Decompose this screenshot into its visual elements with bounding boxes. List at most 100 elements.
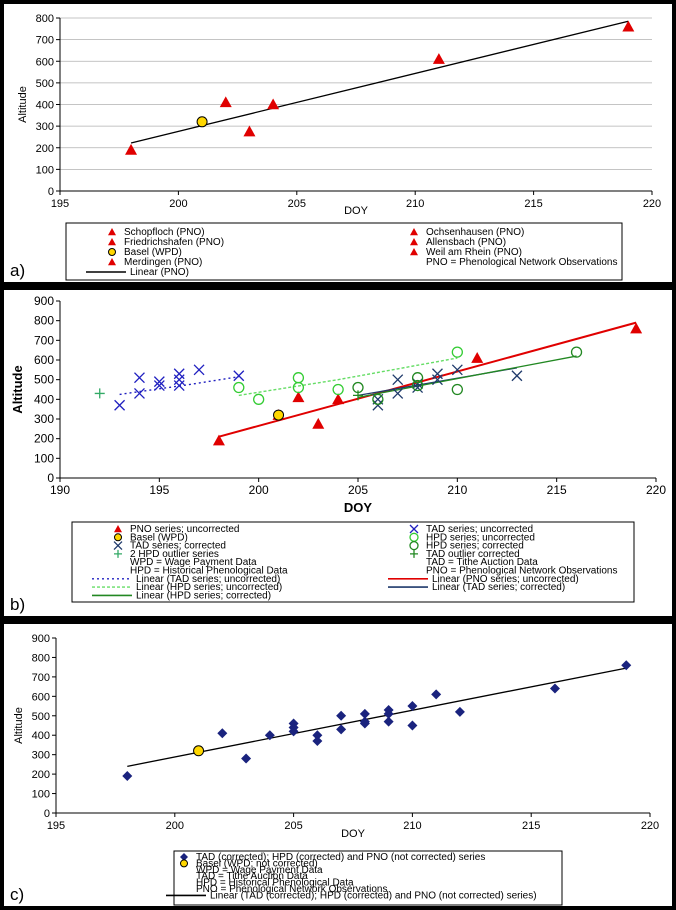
- legend-label: TAD outlier corrected: [426, 549, 520, 560]
- plot-area: 0 100 200 300 400 500 600 700 800 900 195 200 205 210…: [13, 633, 659, 840]
- data-point: [622, 20, 635, 32]
- legend-marker: [410, 248, 418, 256]
- legend-label: Ochsenhausen (PNO): [426, 227, 524, 238]
- data-point: [243, 125, 256, 137]
- data-point: [196, 116, 208, 128]
- data-point: [383, 708, 394, 719]
- x-tick-label: 220: [643, 198, 661, 210]
- legend-label: Weil am Rhein (PNO): [426, 247, 522, 258]
- y-tick-label: 200: [32, 769, 50, 781]
- legend-note: WPD = Wage Payment Data: [196, 865, 323, 876]
- legend-label: PNO series; uncorrected: [130, 524, 240, 535]
- y-tick-label: 800: [34, 314, 54, 328]
- data-point: [312, 417, 325, 429]
- y-tick-label: 800: [36, 13, 54, 25]
- data-point: [212, 434, 225, 446]
- y-tick-label: 400: [32, 730, 50, 742]
- data-point: [292, 381, 305, 394]
- y-axis-label: Altitude: [13, 707, 25, 744]
- x-tick-label: 205: [288, 198, 306, 210]
- data-point: [267, 98, 280, 110]
- x-tick-label: 200: [169, 198, 187, 210]
- legend-label: Linear (TAD series; uncorrected): [136, 574, 280, 585]
- y-tick-label: 600: [34, 353, 54, 367]
- legend-label: Linear (PNO series; uncorrected): [432, 574, 579, 585]
- y-tick-label: 200: [34, 432, 54, 446]
- x-tick-label: 215: [524, 198, 542, 210]
- data-point: [336, 710, 347, 721]
- panel-b-chart: 0 100 200 300 400 500 600 700 800 900 190 195 200 205…: [10, 294, 666, 603]
- legend-note: TAD = Tithe Auction Data: [426, 557, 538, 568]
- legend-marker: [113, 541, 123, 551]
- legend: TAD (corrected); HPD (corrected) and PNO…: [166, 850, 563, 906]
- data-point: [359, 708, 370, 719]
- x-tick-label: 190: [50, 483, 70, 497]
- x-tick-label: 210: [447, 483, 467, 497]
- y-tick-label: 300: [34, 412, 54, 426]
- y-tick-label: 700: [34, 333, 54, 347]
- data-point: [432, 368, 443, 380]
- data-point: [372, 393, 384, 405]
- data-point: [273, 409, 285, 421]
- legend-marker: [180, 853, 188, 861]
- data-point: [359, 718, 370, 729]
- data-point: [217, 728, 228, 739]
- legend-box: [173, 850, 563, 906]
- legend-marker: [114, 525, 122, 533]
- data-point: [383, 716, 394, 727]
- x-tick-label: 210: [406, 198, 424, 210]
- data-point: [288, 726, 299, 737]
- legend-label: TAD series; corrected: [130, 541, 226, 552]
- data-point: [407, 720, 418, 731]
- x-tick-label: 195: [47, 820, 65, 832]
- data-point: [264, 730, 275, 741]
- data-point: [332, 393, 345, 405]
- legend-label: Linear (HPD series; uncorrected): [136, 582, 282, 593]
- y-tick-label: 500: [34, 373, 54, 387]
- y-tick-label: 200: [36, 143, 54, 155]
- legend-label: HPD series; corrected: [426, 541, 524, 552]
- legend-label: TAD (corrected); HPD (corrected) and PNO…: [196, 852, 485, 863]
- legend-note: WPD = Wage Payment Data: [130, 557, 257, 568]
- data-point: [432, 53, 445, 64]
- y-tick-label: 500: [36, 78, 54, 90]
- data-point: [153, 380, 165, 392]
- y-tick-label: 900: [32, 633, 50, 645]
- data-point: [332, 383, 344, 396]
- legend-marker: [410, 228, 418, 236]
- y-tick-label: 800: [32, 652, 50, 664]
- data-point: [193, 745, 205, 757]
- legend-marker: [409, 524, 419, 534]
- y-tick-label: 100: [34, 451, 54, 465]
- y-tick-label: 700: [32, 672, 50, 684]
- y-tick-label: 0: [48, 186, 54, 198]
- data-point: [411, 379, 424, 392]
- data-point: [454, 706, 465, 717]
- data-point: [173, 380, 185, 392]
- trend-line: [238, 357, 458, 397]
- legend-note: PNO = Phenological Network Observations: [426, 566, 617, 577]
- trend-line: [357, 355, 577, 399]
- y-tick-label: 600: [32, 691, 50, 703]
- data-point: [233, 381, 245, 394]
- data-point: [451, 364, 463, 376]
- x-axis-label: DOY: [344, 500, 373, 515]
- x-tick-label: 200: [166, 820, 184, 832]
- legend-marker: [410, 238, 418, 246]
- panel-c: 0 100 200 300 400 500 600 700 800 900 195 200 205 210…: [4, 624, 672, 906]
- legend-label: HPD series; uncorrected: [426, 532, 535, 543]
- legend-label: Linear (TAD (corrected); HPD (corrected)…: [210, 890, 537, 901]
- legend-marker: [108, 238, 116, 246]
- y-tick-label: 500: [32, 711, 50, 723]
- legend-marker: [180, 859, 188, 868]
- legend-box: [71, 521, 635, 603]
- legend-label: Linear (HPD series; corrected): [136, 590, 271, 601]
- legend: Schopfloch (PNO) Ochsenhausen (PNO) Friedr…: [65, 222, 623, 281]
- legend: PNO series; uncorrected TAD series; uncor…: [71, 521, 635, 603]
- data-point: [233, 370, 245, 382]
- panel-c-chart: 0 100 200 300 400 500 600 700 800 900 195 200 205 210…: [13, 633, 659, 906]
- legend-label: Friedrichshafen (PNO): [124, 237, 224, 248]
- data-point: [134, 387, 145, 399]
- legend-marker: [108, 228, 116, 236]
